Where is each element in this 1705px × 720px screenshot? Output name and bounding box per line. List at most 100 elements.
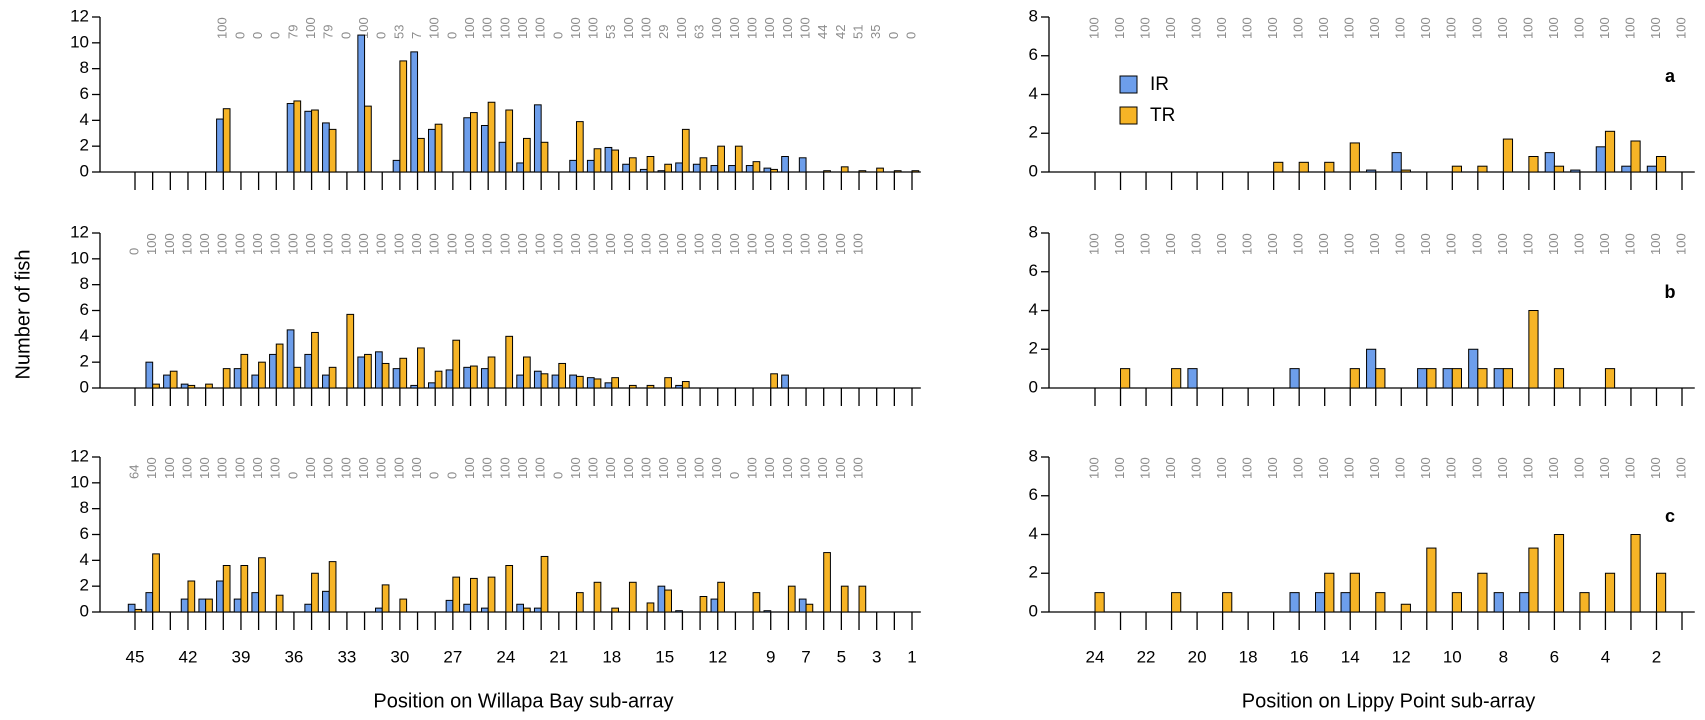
y-tick-label: 10	[70, 472, 89, 491]
bar	[1417, 368, 1428, 389]
bar	[1579, 592, 1590, 613]
percent-label: 100	[797, 457, 812, 479]
bar	[805, 603, 814, 613]
bar	[604, 146, 613, 173]
bar	[1375, 368, 1386, 389]
bar	[710, 598, 719, 613]
x-tick-label: 21	[549, 647, 568, 666]
panel-label: a	[1665, 66, 1676, 86]
percent-label: 100	[850, 233, 865, 255]
percent-label: 42	[833, 25, 848, 39]
bar	[470, 365, 478, 389]
bar	[1366, 348, 1377, 389]
bar	[1120, 368, 1131, 389]
percent-label: 100	[1189, 17, 1204, 39]
bar	[1426, 368, 1437, 389]
bar	[452, 339, 461, 389]
x-tick-label: 42	[179, 647, 198, 666]
bar	[1289, 592, 1300, 613]
y-tick-label: 8	[1029, 446, 1038, 465]
x-tick-label: 6	[1550, 647, 1559, 666]
bar	[304, 353, 313, 389]
percent-label: 100	[1240, 457, 1255, 479]
bar	[357, 34, 366, 173]
y-tick-label: 2	[1029, 339, 1038, 358]
x-tick-label: 22	[1137, 647, 1156, 666]
bar	[1630, 140, 1641, 173]
bar	[1273, 161, 1284, 173]
bar	[1187, 368, 1198, 389]
percent-label: 100	[515, 457, 530, 479]
y-tick-label: 4	[1029, 84, 1038, 103]
percent-label: 100	[568, 17, 583, 39]
percent-label: 100	[144, 233, 159, 255]
bar	[1493, 368, 1504, 389]
bar	[1655, 156, 1667, 173]
bar	[745, 165, 754, 173]
bar	[240, 353, 249, 389]
y-tick-label: 2	[80, 576, 89, 595]
bar	[233, 598, 242, 613]
bar	[628, 384, 637, 389]
bar	[127, 603, 136, 613]
percent-label: 100	[656, 457, 671, 479]
percent-label: 63	[692, 25, 707, 39]
bar	[611, 149, 620, 173]
percent-label: 0	[232, 32, 247, 39]
percent-label: 100	[586, 17, 601, 39]
bar	[445, 369, 454, 389]
percent-label: 100	[1546, 17, 1561, 39]
x-tick-label: 3	[872, 647, 881, 666]
bar	[381, 362, 390, 389]
y-tick-label: 2	[1029, 563, 1038, 582]
percent-label: 100	[568, 457, 583, 479]
percent-label: 100	[1137, 17, 1152, 39]
bar	[681, 381, 690, 389]
bar	[622, 163, 630, 173]
y-tick-label: 6	[80, 300, 89, 319]
bar	[586, 159, 595, 173]
percent-label: 100	[1342, 457, 1357, 479]
bar	[240, 565, 249, 613]
bar	[516, 603, 525, 613]
percent-label: 100	[1393, 233, 1408, 255]
x-tick-label: 20	[1188, 647, 1207, 666]
bar	[823, 170, 831, 173]
bar	[222, 565, 231, 613]
y-tick-label: 0	[1029, 161, 1038, 180]
percent-label: 0	[444, 32, 459, 39]
percent-label: 100	[1214, 233, 1229, 255]
bar	[452, 576, 461, 613]
percent-label: 100	[427, 17, 442, 39]
bar	[487, 101, 496, 173]
percent-label: 100	[1291, 17, 1306, 39]
bar	[611, 377, 620, 389]
percent-label: 100	[1291, 233, 1306, 255]
percent-label: 0	[338, 32, 353, 39]
percent-label: 100	[1546, 457, 1561, 479]
bar	[1349, 368, 1360, 389]
percent-label: 100	[621, 17, 636, 39]
bar	[752, 592, 761, 613]
percent-label: 100	[462, 233, 477, 255]
bar	[734, 145, 743, 173]
bar	[293, 100, 302, 173]
percent-label: 100	[1597, 233, 1612, 255]
y-tick-label: 6	[80, 84, 89, 103]
y-tick-label: 12	[70, 222, 89, 241]
percent-label: 0	[427, 472, 442, 479]
bar	[375, 607, 383, 613]
percent-label: 44	[815, 25, 830, 39]
y-tick-label: 10	[70, 32, 89, 51]
percent-label: 100	[1495, 457, 1510, 479]
bar	[480, 607, 489, 613]
bar	[152, 553, 160, 613]
x-tick-label: 12	[1392, 647, 1411, 666]
percent-label: 100	[1086, 17, 1101, 39]
percent-label: 79	[285, 25, 300, 39]
bar	[1289, 368, 1300, 389]
y-tick-label: 8	[1029, 222, 1038, 241]
percent-label: 100	[391, 233, 406, 255]
percent-label: 100	[497, 457, 512, 479]
percent-label: 100	[639, 457, 654, 479]
